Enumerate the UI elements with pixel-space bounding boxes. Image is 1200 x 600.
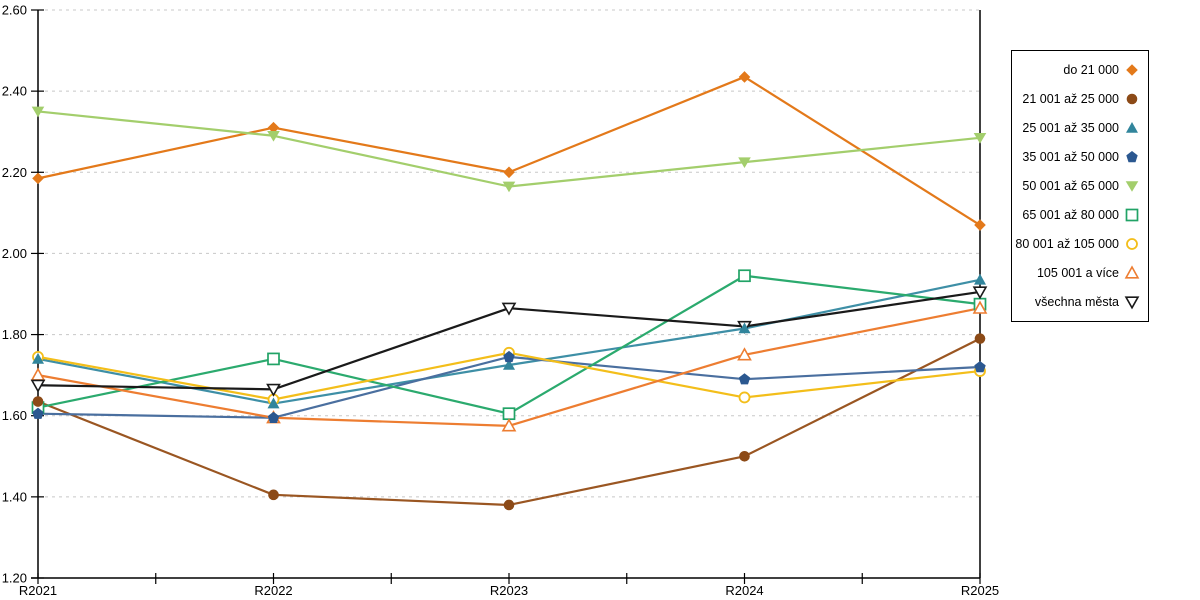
data-point-marker <box>738 157 751 168</box>
data-point-marker <box>738 322 751 334</box>
x-category-label: R2023 <box>490 583 528 598</box>
pentagon-legend-icon <box>1126 151 1138 163</box>
data-point-marker <box>267 352 280 366</box>
data-point-marker <box>1126 122 1138 133</box>
data-point-marker <box>738 269 751 283</box>
circle-legend-icon <box>1126 238 1138 250</box>
data-point-marker <box>974 273 986 285</box>
data-point-marker <box>973 133 987 144</box>
data-point-marker <box>737 347 752 361</box>
x-category-label: R2021 <box>19 583 57 598</box>
data-point-marker <box>32 396 44 407</box>
x-category-label: R2025 <box>961 583 999 598</box>
legend-item-2: 21 001 až 25 000 <box>1016 85 1140 114</box>
data-point-marker <box>739 450 750 462</box>
legend-item-3: 25 001 až 35 000 <box>1016 114 1140 143</box>
data-point-marker <box>972 300 988 314</box>
legend-item-label: do 21 000 <box>1063 63 1119 77</box>
legend-item-7: 80 001 až 105 000 <box>1015 230 1140 259</box>
y-tick-label: 2.20 <box>2 165 27 180</box>
data-point-marker <box>503 359 515 370</box>
data-point-marker <box>1126 238 1138 250</box>
data-point-marker <box>267 411 280 423</box>
data-point-marker <box>268 489 279 501</box>
data-point-marker <box>501 418 517 432</box>
legend-item-label: 21 001 až 25 000 <box>1022 92 1119 106</box>
data-point-marker <box>1126 93 1138 105</box>
legend-item-1: do 21 000 <box>1016 56 1140 85</box>
triangle-down-legend-icon <box>1124 296 1140 310</box>
data-point-marker <box>738 71 751 83</box>
series-line-6 <box>36 274 982 415</box>
data-point-marker <box>502 407 516 421</box>
series-line-3 <box>36 278 982 405</box>
triangle-up-legend-icon <box>1126 122 1138 133</box>
data-point-marker <box>501 302 517 316</box>
chart-legend: do 21 000 21 001 až 25 000 25 001 až 35 00… <box>1011 50 1149 322</box>
legend-item-label: 25 001 až 35 000 <box>1022 121 1119 135</box>
data-point-marker <box>30 379 46 393</box>
legend-item-label: 65 001 až 80 000 <box>1022 208 1119 222</box>
diamond-legend-icon <box>1126 64 1138 76</box>
data-point-marker <box>267 121 280 134</box>
x-category-label: R2022 <box>254 583 292 598</box>
triangle-down-legend-icon <box>1125 181 1139 192</box>
y-tick-label: 1.40 <box>2 489 27 504</box>
legend-item-8: 105 001 a více <box>1016 259 1140 288</box>
legend-item-4: 35 001 až 50 000 <box>1016 143 1140 172</box>
y-tick-label: 1.80 <box>2 327 27 342</box>
data-point-marker <box>30 367 46 381</box>
data-point-marker <box>974 361 986 373</box>
circle-legend-icon <box>1126 93 1138 105</box>
data-point-marker <box>1126 64 1138 76</box>
y-tick-label: 2.40 <box>2 84 27 99</box>
legend-item-label: 35 001 až 50 000 <box>1022 150 1119 164</box>
data-point-marker <box>503 166 515 179</box>
data-point-marker <box>1126 151 1138 163</box>
data-point-marker <box>266 383 281 397</box>
series-line-1 <box>36 75 982 227</box>
legend-item-9: všechna města <box>1016 288 1140 317</box>
data-point-marker <box>267 397 280 409</box>
y-tick-label: 1.20 <box>2 571 27 586</box>
y-tick-label: 2.60 <box>2 3 27 18</box>
data-point-marker <box>1125 181 1139 192</box>
legend-item-label: všechna města <box>1034 295 1119 309</box>
data-point-marker <box>502 181 516 193</box>
data-point-marker <box>503 499 515 511</box>
data-point-marker <box>32 352 44 364</box>
x-category-label: R2024 <box>725 583 763 598</box>
legend-item-5: 50 001 až 65 000 <box>1016 172 1140 201</box>
triangle-up-legend-icon <box>1124 265 1140 279</box>
data-point-marker <box>1124 296 1140 310</box>
data-point-marker <box>31 106 45 118</box>
y-tick-label: 2.00 <box>2 246 27 261</box>
data-point-marker <box>974 219 986 231</box>
y-tick-label: 1.60 <box>2 408 27 423</box>
legend-item-6: 65 001 až 80 000 <box>1016 201 1140 230</box>
data-point-marker <box>1125 208 1139 222</box>
data-point-marker <box>503 350 515 363</box>
data-point-marker <box>738 391 751 404</box>
data-point-marker <box>738 373 751 385</box>
legend-item-label: 80 001 až 105 000 <box>1015 237 1119 251</box>
data-point-marker <box>1124 265 1140 279</box>
data-point-marker <box>32 172 44 185</box>
square-legend-icon <box>1125 208 1139 222</box>
data-point-marker <box>972 286 988 300</box>
data-point-marker <box>974 333 986 344</box>
data-point-marker <box>267 130 280 142</box>
legend-item-label: 50 001 až 65 000 <box>1022 179 1119 193</box>
data-point-marker <box>32 407 44 419</box>
legend-item-label: 105 001 a více <box>1036 266 1119 280</box>
